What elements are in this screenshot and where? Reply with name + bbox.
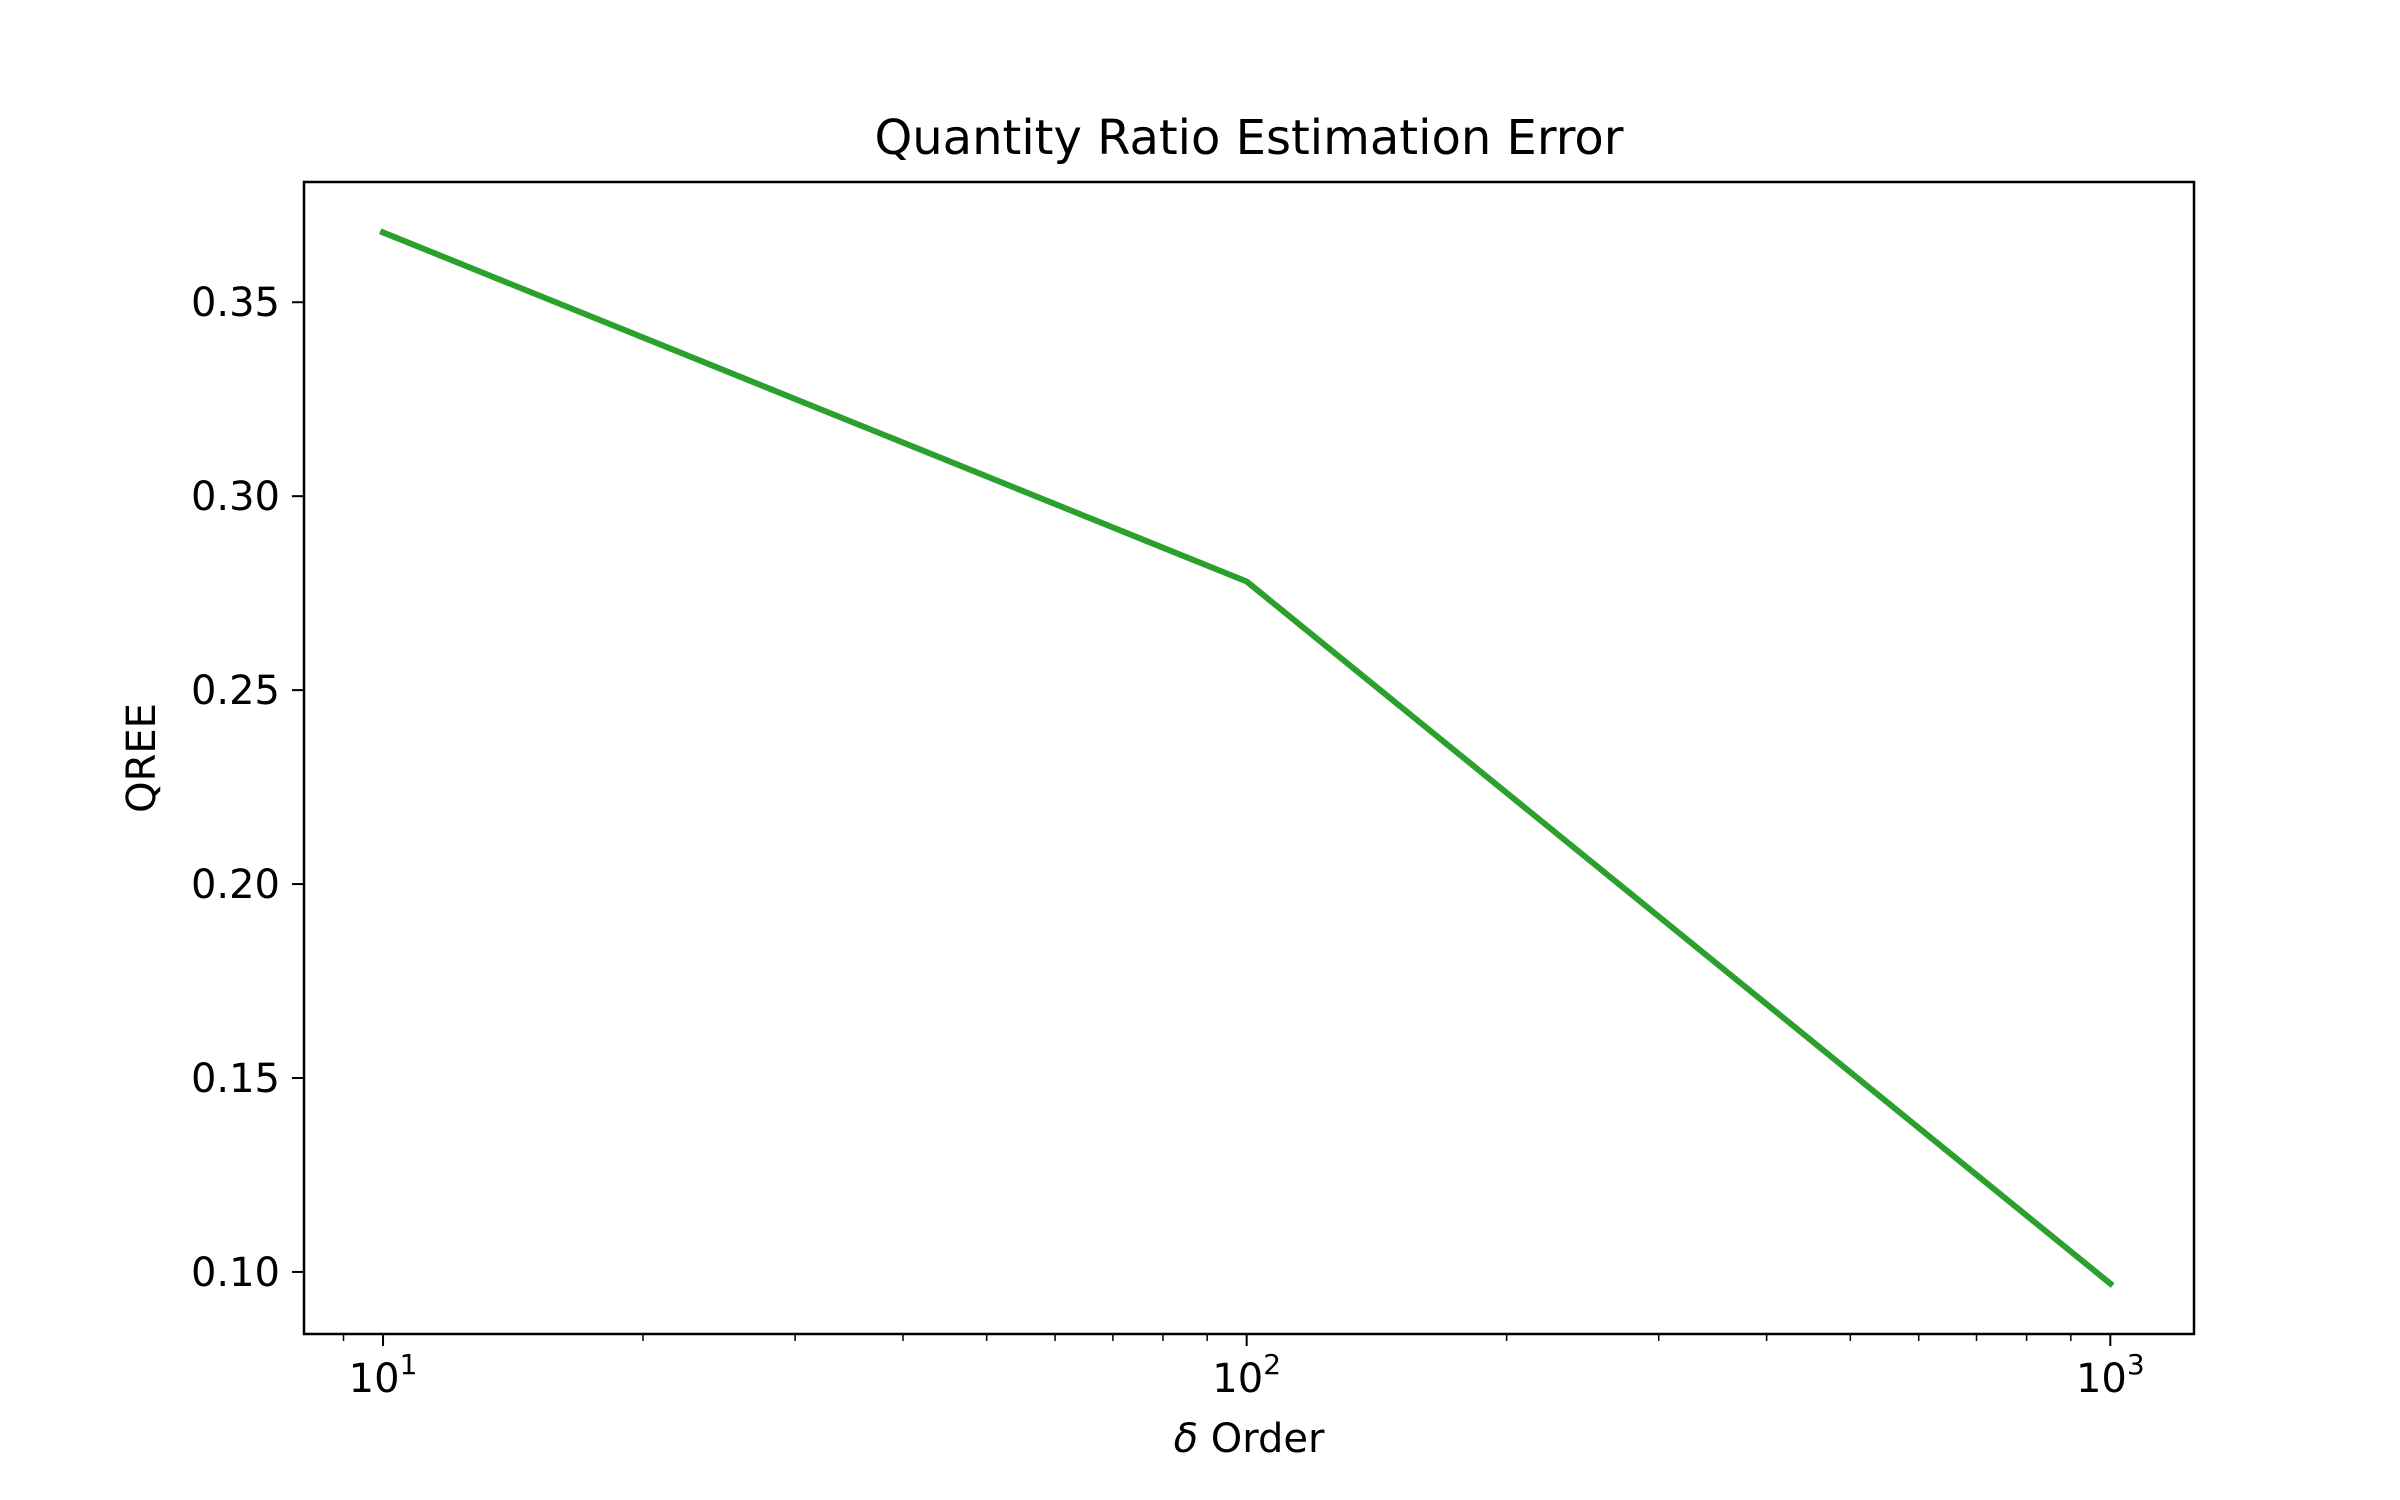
y-tick-label: 0.10	[191, 1250, 280, 1296]
x-tick-label-exponent: 2	[1263, 1348, 1281, 1381]
x-tick-label-exponent: 1	[400, 1348, 418, 1381]
y-tick-label: 0.35	[191, 280, 280, 326]
y-tick-label: 0.30	[191, 474, 280, 520]
y-tick-label: 0.15	[191, 1056, 280, 1102]
x-axis-label-symbol: δ	[1174, 1416, 1198, 1462]
series-line	[379, 228, 2115, 1288]
x-axis-label: δ Order	[1174, 1416, 1325, 1462]
plot-area-frame	[302, 180, 2196, 1336]
y-axis-ticks: 0.10 0.15 0.20 0.25 0.30 0.35	[191, 280, 304, 1296]
series-layer	[379, 228, 2115, 1288]
x-tick-label: 103	[2076, 1348, 2145, 1402]
x-tick-label: 101	[349, 1348, 418, 1402]
x-tick-label-base: 10	[2076, 1356, 2127, 1402]
y-axis-label: QREE	[119, 703, 165, 813]
chart-title: Quantity Ratio Estimation Error	[874, 110, 1623, 166]
x-axis-ticks: 101 102 103	[349, 1334, 2145, 1402]
x-axis-label-text: Order	[1198, 1416, 1325, 1462]
x-tick-label-exponent: 3	[2127, 1348, 2145, 1381]
x-tick-label: 102	[1212, 1348, 1281, 1402]
x-tick-label-base: 10	[1212, 1356, 1263, 1402]
y-tick-label: 0.20	[191, 862, 280, 908]
x-tick-label-base: 10	[349, 1356, 400, 1402]
y-tick-label: 0.25	[191, 668, 280, 714]
